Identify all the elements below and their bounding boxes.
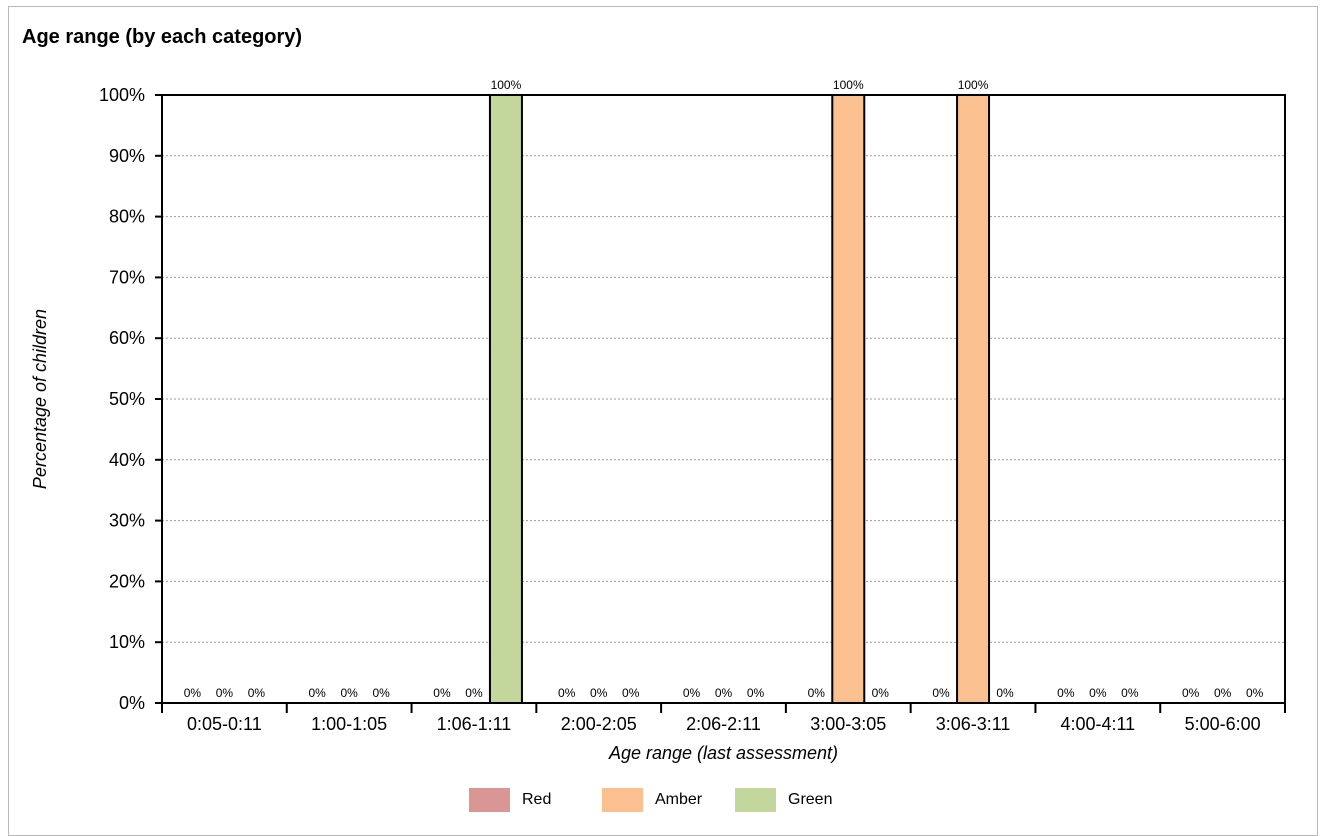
data-label: 0%: [433, 686, 451, 700]
y-tick-label: 80%: [109, 207, 145, 227]
y-tick-label: 70%: [109, 267, 145, 287]
y-tick-label: 20%: [109, 571, 145, 591]
x-tick-label: 1:06-1:11: [437, 714, 512, 734]
data-label: 0%: [996, 686, 1014, 700]
data-label: 0%: [1089, 686, 1107, 700]
data-label: 0%: [1214, 686, 1232, 700]
plot-border: [161, 94, 1286, 704]
data-label: 0%: [308, 686, 326, 700]
data-label: 100%: [833, 78, 864, 92]
y-tick-label: 60%: [109, 328, 145, 348]
bar-amber: [831, 94, 866, 704]
data-label: 0%: [590, 686, 608, 700]
chart-legend: Red Amber Green: [0, 786, 1330, 814]
x-tick-label: 2:06-2:11: [686, 714, 761, 734]
data-label: 0%: [465, 686, 483, 700]
legend-item-green: Green: [735, 786, 832, 814]
legend-swatch: [735, 788, 776, 812]
y-tick-label: 50%: [109, 389, 145, 409]
data-label: 0%: [683, 686, 701, 700]
y-tick-label: 0%: [119, 693, 145, 713]
data-label: 0%: [1246, 686, 1264, 700]
data-label: 0%: [872, 686, 890, 700]
data-label: 0%: [932, 686, 950, 700]
bar-chart: 0% 10% 20% 30% 40% 50% 60% 70% 80% 90% 100% 0% 0% 0% 0…: [30, 78, 1286, 763]
data-label: 100%: [958, 78, 989, 92]
x-tick-label: 5:00-6:00: [1185, 714, 1261, 734]
chart-frame: [8, 6, 1318, 836]
chart-title: Age range (by each category): [22, 26, 303, 48]
data-label: 0%: [622, 686, 640, 700]
x-axis-title: Age range (last assessment): [608, 743, 838, 763]
data-label: 0%: [216, 686, 234, 700]
legend-item-red: Red: [469, 786, 551, 814]
legend-label: Red: [522, 791, 552, 808]
y-tick-label: 10%: [109, 632, 145, 652]
y-tick-label: 90%: [109, 146, 145, 166]
data-label: 0%: [1121, 686, 1139, 700]
data-label: 0%: [558, 686, 576, 700]
legend-swatch: [469, 788, 510, 812]
data-label: 0%: [1057, 686, 1075, 700]
data-label: 0%: [747, 686, 765, 700]
data-label: 100%: [491, 78, 522, 92]
y-tick-label: 30%: [109, 511, 145, 531]
y-tick-label: 100%: [99, 85, 145, 105]
x-tick-label: 3:06-3:11: [936, 714, 1011, 734]
legend-label: Green: [788, 791, 833, 808]
data-label: 0%: [184, 686, 202, 700]
x-tick-label: 0:05-0:11: [187, 714, 262, 734]
legend-label: Amber: [655, 791, 703, 808]
bar-amber: [956, 94, 991, 704]
data-label: 0%: [248, 686, 266, 700]
data-label: 0%: [808, 686, 826, 700]
data-label: 0%: [1182, 686, 1200, 700]
y-tick-label: 40%: [109, 450, 145, 470]
legend-item-amber: Amber: [602, 786, 702, 814]
data-label: 0%: [340, 686, 358, 700]
x-tick-label: 4:00-4:11: [1060, 714, 1135, 734]
bar-green: [488, 94, 523, 704]
x-tick-label: 3:00-3:05: [810, 714, 886, 734]
y-axis-title: Percentage of children: [30, 309, 50, 489]
legend-swatch: [602, 788, 643, 812]
x-tick-label: 1:00-1:05: [311, 714, 387, 734]
data-label: 0%: [372, 686, 390, 700]
data-label: 0%: [715, 686, 733, 700]
x-tick-label: 2:00-2:05: [561, 714, 637, 734]
